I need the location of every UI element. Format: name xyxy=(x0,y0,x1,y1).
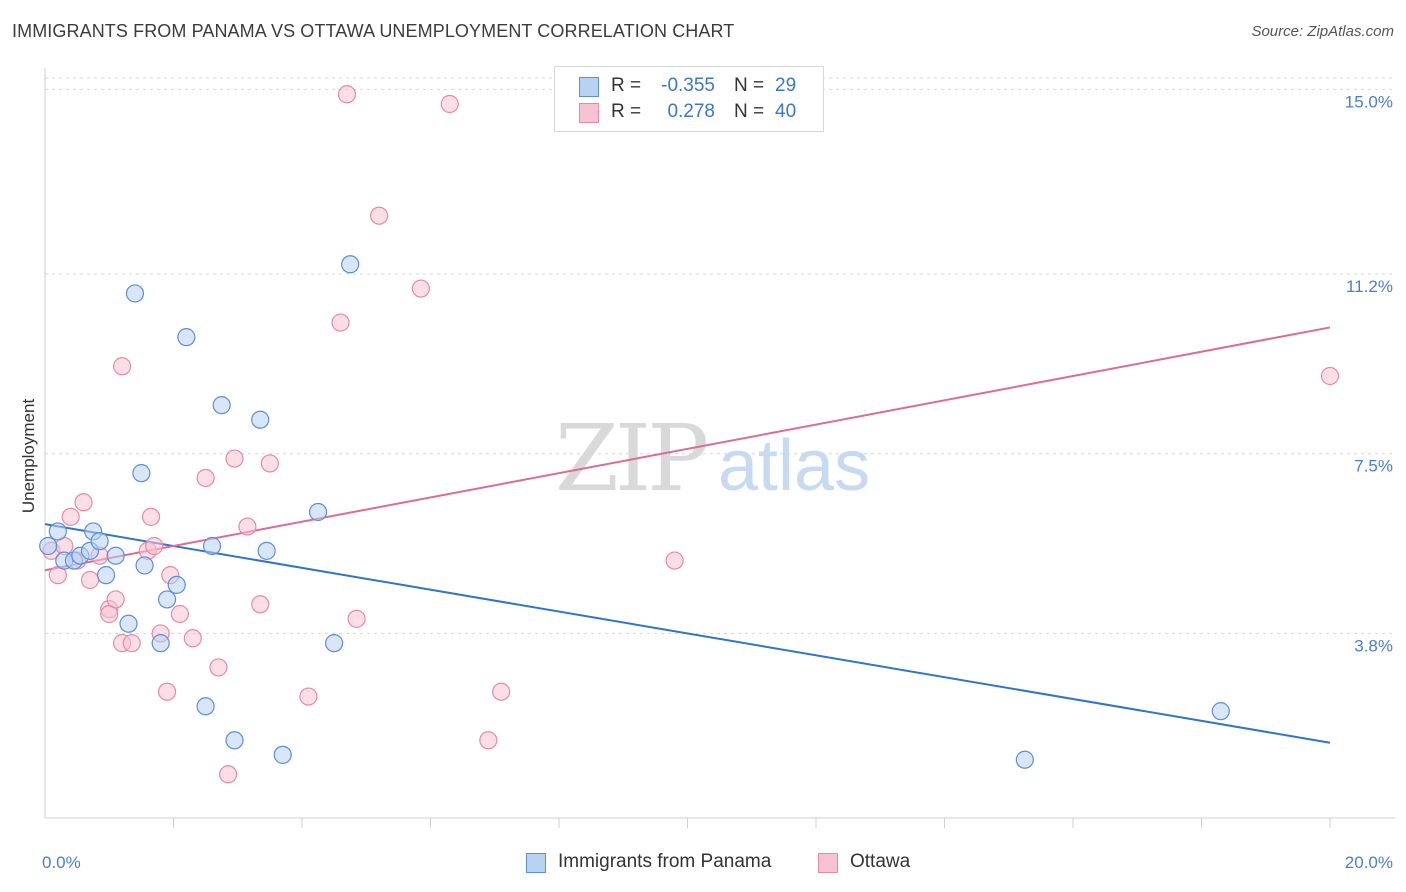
data-point-ottawa xyxy=(219,765,238,784)
y-axis-label: Unemployment xyxy=(19,399,38,514)
data-point-ottawa xyxy=(665,551,684,570)
trend-line-ottawa xyxy=(44,326,1331,572)
data-point-panama xyxy=(325,634,344,653)
data-point-ottawa xyxy=(209,658,228,677)
legend-n-value: 40 xyxy=(775,101,797,122)
data-point-ottawa xyxy=(370,206,389,225)
legend-r-label: R = xyxy=(611,75,642,96)
data-point-ottawa xyxy=(337,85,357,104)
legend-swatch-blue xyxy=(526,853,546,873)
data-point-ottawa xyxy=(1320,366,1340,386)
legend-swatch-pink xyxy=(579,103,599,123)
data-point-panama xyxy=(119,614,138,633)
trend-line-panama xyxy=(44,523,1331,744)
legend-r-label: R = xyxy=(611,101,642,122)
data-point-panama xyxy=(308,502,328,522)
data-point-panama xyxy=(225,731,244,750)
data-point-panama xyxy=(96,566,116,585)
y-tick-label: 7.5% xyxy=(1354,457,1393,476)
data-point-panama xyxy=(39,536,58,556)
data-point-ottawa xyxy=(145,536,164,556)
data-point-ottawa xyxy=(141,507,161,526)
data-point-ottawa xyxy=(260,454,279,473)
legend-r-value: -0.355 xyxy=(661,75,715,96)
source-credit: Source: ZipAtlas.com xyxy=(1251,23,1394,40)
data-point-ottawa xyxy=(299,687,318,706)
data-point-panama xyxy=(132,464,151,483)
data-point-panama xyxy=(202,536,222,556)
data-point-ottawa xyxy=(80,570,100,590)
data-point-ottawa xyxy=(347,609,366,628)
data-point-panama xyxy=(90,532,109,551)
correlation-legend: R = -0.355 N = 29 R = 0.278 N = 40 xyxy=(554,66,824,132)
data-point-panama xyxy=(125,284,145,303)
data-point-ottawa xyxy=(492,682,511,701)
data-point-panama xyxy=(257,541,276,560)
data-points xyxy=(39,85,1340,784)
legend-swatch-pink xyxy=(818,853,838,873)
data-point-ottawa xyxy=(157,682,177,701)
data-point-ottawa xyxy=(106,590,125,609)
data-point-panama xyxy=(341,255,360,274)
legend-n-label: N = xyxy=(734,101,765,122)
data-point-ottawa xyxy=(112,357,132,376)
data-point-panama xyxy=(273,745,292,764)
data-point-ottawa xyxy=(183,629,202,648)
data-point-ottawa xyxy=(225,449,244,468)
data-point-panama xyxy=(151,634,170,653)
data-point-ottawa xyxy=(196,468,215,488)
data-point-panama xyxy=(251,410,270,429)
y-tick-label: 15.0% xyxy=(1345,92,1393,111)
data-point-ottawa xyxy=(170,604,190,624)
data-point-panama xyxy=(135,556,154,575)
data-point-panama xyxy=(196,697,215,716)
legend-n-value: 29 xyxy=(775,75,797,96)
trend-lines xyxy=(44,326,1331,744)
data-point-panama xyxy=(167,575,186,594)
legend-n-label: N = xyxy=(734,75,765,96)
y-tick-label: 3.8% xyxy=(1354,636,1393,655)
data-point-panama xyxy=(177,328,196,347)
data-point-panama xyxy=(106,546,125,565)
data-point-panama xyxy=(157,590,177,609)
data-point-ottawa xyxy=(238,517,257,536)
legend-r-value: 0.278 xyxy=(667,101,715,122)
data-point-panama xyxy=(1015,750,1034,769)
data-point-ottawa xyxy=(61,507,80,526)
data-point-ottawa xyxy=(251,595,270,614)
y-tick-label: 11.2% xyxy=(1346,277,1393,296)
series-legend: Immigrants from Panama Ottawa xyxy=(0,851,1406,877)
legend-swatch-blue xyxy=(579,77,599,97)
chart-title: IMMIGRANTS FROM PANAMA VS OTTAWA UNEMPLO… xyxy=(12,21,735,41)
data-point-panama xyxy=(48,522,67,541)
legend-label-ottawa: Ottawa xyxy=(850,851,911,872)
data-point-ottawa xyxy=(122,634,141,653)
grid-lines xyxy=(45,77,1395,634)
watermark-zip: ZIP xyxy=(555,405,706,512)
data-point-ottawa xyxy=(440,94,459,114)
data-point-ottawa xyxy=(479,731,498,750)
legend-label-panama: Immigrants from Panama xyxy=(558,851,772,872)
data-point-panama xyxy=(1211,702,1230,721)
data-point-ottawa xyxy=(411,279,430,298)
data-point-panama xyxy=(212,396,231,415)
data-point-ottawa xyxy=(74,493,93,512)
watermark: ZIP atlas xyxy=(555,405,870,512)
tick-labels: 3.8% 7.5% 11.2% 15.0% 0.0% 20.0% xyxy=(42,92,1393,872)
axes xyxy=(44,68,1395,828)
x-tick-label: 20.0% xyxy=(1345,853,1393,872)
watermark-atlas: atlas xyxy=(718,426,870,506)
data-point-ottawa xyxy=(331,313,350,332)
x-tick-label: 0.0% xyxy=(42,853,81,872)
